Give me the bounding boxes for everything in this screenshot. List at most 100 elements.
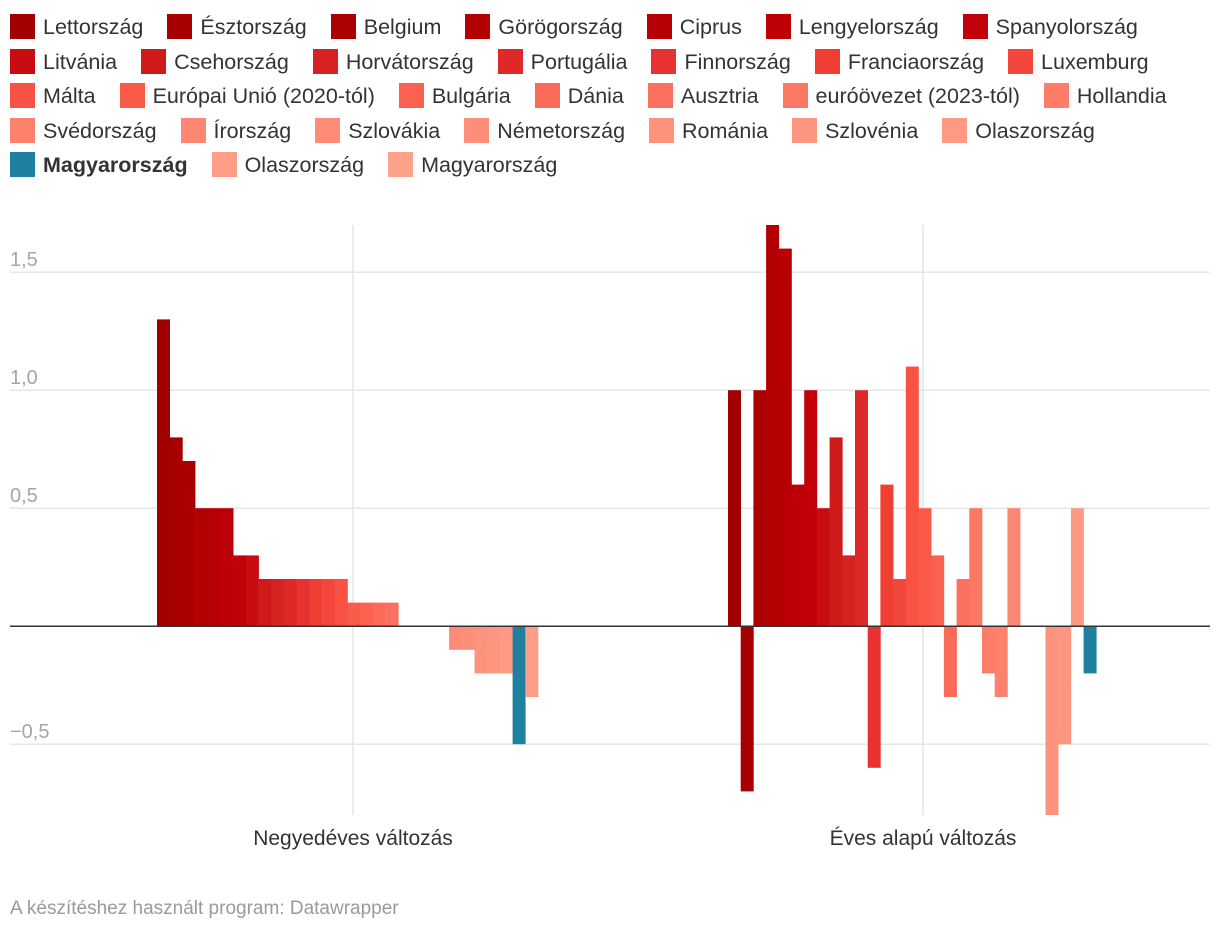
- legend-item: Portugália: [497, 48, 628, 74]
- legend-label: Svédország: [43, 118, 157, 143]
- legend-swatch: [312, 48, 338, 74]
- bar: [233, 555, 247, 627]
- legend-swatch: [388, 152, 414, 177]
- bar: [309, 579, 323, 627]
- legend-item: Olaszország: [211, 152, 365, 177]
- legend-swatch: [651, 48, 677, 74]
- legend-swatch: [10, 152, 35, 177]
- legend-label: Lettország: [43, 15, 144, 39]
- legend-label: Csehország: [174, 49, 289, 74]
- legend-item: Szlovákia: [315, 117, 441, 143]
- legend-swatch: [792, 117, 818, 143]
- legend-swatch: [814, 48, 840, 74]
- legend-swatch: [167, 14, 193, 39]
- legend-item: Olaszország: [942, 117, 1095, 143]
- bar: [804, 390, 818, 627]
- legend-item: Hollandia: [1043, 83, 1167, 108]
- legend-swatch: [10, 83, 35, 108]
- legend-item: Németország: [464, 117, 626, 143]
- bar: [284, 579, 297, 627]
- legend-item: Luxemburg: [1008, 48, 1149, 74]
- bar: [499, 626, 513, 674]
- bar: [842, 555, 856, 627]
- legend-swatch: [534, 83, 560, 108]
- legend-item: Görögország: [465, 14, 623, 39]
- y-tick-label: −0,5: [10, 721, 49, 743]
- legend-swatch: [330, 14, 356, 39]
- legend-swatch: [464, 117, 490, 143]
- legend-label: Portugália: [530, 49, 628, 74]
- legend-label: Szlovákia: [348, 118, 441, 143]
- legend-item: Ciprus: [646, 14, 742, 39]
- legend-item: Franciaország: [814, 48, 985, 74]
- bar: [157, 319, 170, 627]
- bar: [1058, 626, 1072, 745]
- bar: [296, 579, 310, 627]
- legend-label: Lengyelország: [798, 15, 939, 39]
- bar: [195, 508, 209, 627]
- legend-label: Finnország: [684, 49, 791, 74]
- legend-label: Németország: [497, 118, 626, 143]
- y-tick-label: 1,5: [10, 249, 38, 271]
- bar: [880, 484, 894, 627]
- legend-swatch: [649, 117, 675, 143]
- bar: [867, 626, 881, 768]
- legend-label: Luxemburg: [1041, 49, 1149, 74]
- bar: [766, 225, 780, 627]
- legend-item: Ausztria: [647, 83, 759, 108]
- legend-label: Románia: [682, 118, 769, 143]
- legend-label: euróövezet (2023-tól): [815, 84, 1020, 108]
- legend-label: Magyarország: [43, 153, 188, 177]
- bar: [1083, 626, 1097, 674]
- legend-swatch: [180, 117, 206, 143]
- legend-item: euróövezet (2023-tól): [782, 83, 1020, 108]
- legend-label: Szlovénia: [825, 118, 919, 143]
- legend-label: Spanyolország: [995, 15, 1138, 39]
- legend-label: Európai Unió (2020-tól): [152, 84, 375, 108]
- legend-swatch: [962, 14, 988, 39]
- bar: [982, 626, 995, 674]
- legend-label: Ausztria: [680, 84, 759, 108]
- legend-item: Magyarország: [388, 152, 558, 177]
- credit-text: A készítéshez használt program: Datawrap…: [10, 898, 399, 919]
- bar: [778, 248, 792, 627]
- bar: [334, 579, 348, 627]
- legend-swatch: [315, 117, 341, 143]
- bar: [372, 602, 386, 627]
- bar: [956, 579, 970, 627]
- legend-item: Málta: [10, 83, 96, 108]
- bar: [207, 508, 221, 627]
- legend-label: Dánia: [567, 84, 624, 108]
- bar: [461, 626, 475, 650]
- bar: [271, 579, 285, 627]
- legend-swatch: [398, 83, 424, 108]
- bar: [322, 579, 336, 627]
- bar: [360, 602, 374, 627]
- y-tick-label: 1,0: [10, 367, 38, 389]
- legend-swatch: [497, 48, 523, 74]
- legend-label: Franciaország: [847, 49, 985, 74]
- legend-item: Dánia: [534, 83, 624, 108]
- legend-label: Ciprus: [679, 15, 742, 39]
- legend-item: Lettország: [10, 14, 144, 39]
- bar: [512, 626, 526, 745]
- x-category-label: Éves alapú változás: [830, 827, 1017, 850]
- legend-item: Bulgária: [398, 83, 511, 108]
- bar-chart: 1,5 1,0 0,5 −0,5 Negyedéves változás Éves ala…: [10, 225, 1210, 850]
- bar: [220, 508, 234, 627]
- bar: [905, 366, 919, 627]
- legend-label: Belgium: [363, 15, 442, 39]
- legend-label: Olaszország: [244, 153, 365, 177]
- legend-label: Hollandia: [1076, 84, 1167, 108]
- legend-item: Európai Unió (2020-tól): [119, 83, 375, 108]
- legend-label: Horvátország: [345, 49, 474, 74]
- legend-swatch: [647, 83, 673, 108]
- legend-label: Magyarország: [421, 153, 558, 177]
- legend-item: Írország: [180, 117, 291, 143]
- bar: [525, 626, 539, 697]
- legend-label: Litvánia: [43, 49, 118, 74]
- bar: [169, 437, 183, 627]
- legend-label: Észtország: [200, 15, 307, 39]
- legend-label: Olaszország: [975, 118, 1095, 143]
- bar: [347, 602, 361, 627]
